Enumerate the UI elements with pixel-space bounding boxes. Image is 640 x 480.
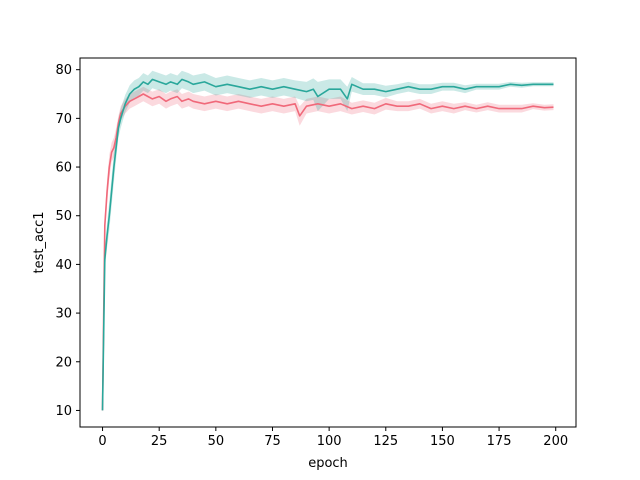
y-tick-label: 20 [55, 355, 72, 370]
y-tick-label: 80 [55, 63, 72, 78]
x-tick-label: 150 [430, 434, 455, 449]
y-tick-label: 70 [55, 112, 72, 127]
x-tick-label: 100 [317, 434, 342, 449]
plot-frame [79, 57, 577, 428]
x-tick-label: 50 [208, 434, 225, 449]
y-tick-label: 10 [55, 404, 72, 419]
x-tick-label: 125 [373, 434, 398, 449]
series-line-1 [101, 93, 554, 411]
x-tick-label: 75 [264, 434, 281, 449]
y-axis-label: test_acc1 [32, 212, 47, 274]
x-axis-ticks: 0 25 50 75 100 125 150 175 200 [98, 427, 568, 449]
x-tick-label: 200 [543, 434, 568, 449]
y-tick-label: 40 [55, 258, 72, 273]
series-line-2 [101, 78, 554, 411]
series-lines [101, 78, 554, 411]
y-axis-ticks: 10 20 30 40 50 60 70 80 [55, 63, 80, 419]
y-tick-label: 50 [55, 209, 72, 224]
y-tick-label: 60 [55, 161, 72, 176]
x-tick-label: 0 [98, 434, 106, 449]
x-axis-label: epoch [308, 456, 348, 471]
x-tick-label: 25 [151, 434, 168, 449]
x-tick-label: 175 [487, 434, 512, 449]
y-tick-label: 30 [55, 307, 72, 322]
